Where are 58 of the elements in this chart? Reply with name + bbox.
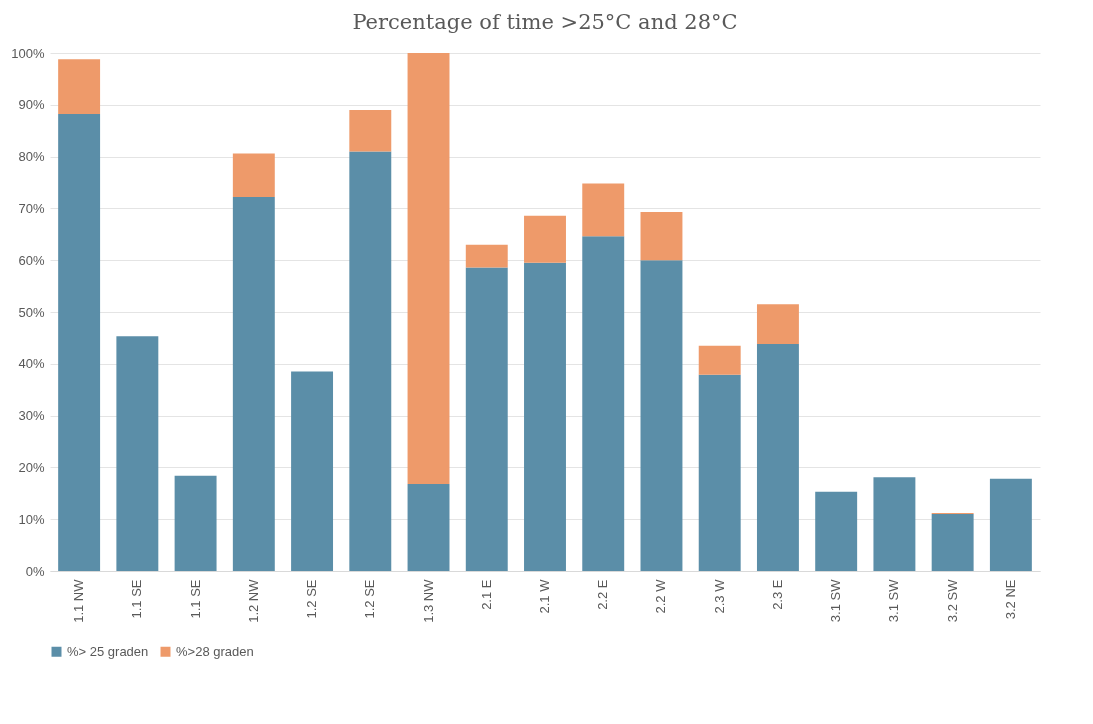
bar [174,475,217,571]
legend-label: %>28 graden [176,643,254,659]
bar [989,478,1032,571]
bar [524,215,566,263]
x-tick-label: 1.2 SE [304,579,320,619]
y-tick-label: 60% [18,252,45,268]
bar [873,477,916,571]
chart-title: Percentage of time >25°C and 28°C [352,10,738,34]
legend-label: %> 25 graden [67,643,149,659]
y-tick-label: 40% [18,356,45,372]
x-tick-label: 2.1 W [537,578,552,614]
bar [698,345,741,375]
bar [815,491,858,571]
y-tick-label: 20% [18,459,45,475]
bar [756,304,799,345]
bar [465,244,508,268]
bar [931,514,974,571]
x-tick-label: 3.2 NE [1002,579,1018,620]
bar [407,53,450,484]
bar [698,374,741,571]
bar [232,153,275,197]
x-tick-label: 2.3 W [711,578,727,614]
x-tick-label: 3.1 SW [828,578,844,623]
bar [582,183,625,237]
y-tick-label: 50% [18,304,45,320]
x-tick-label: 2.1 E [478,579,494,610]
x-tick-label: 1.1 NW [71,578,87,623]
y-tick-label: 100% [11,45,45,61]
y-tick-label: 80% [18,149,45,165]
x-tick-label: 3.2 SW [944,578,960,623]
bar [582,236,625,571]
x-tick-label: 1.2 NW [245,578,261,623]
bar [465,267,508,571]
bar [232,197,275,571]
y-tick-label: 70% [18,200,45,216]
x-tick-label: 2.2 W [653,578,669,614]
bar [640,212,683,261]
bar [349,109,392,152]
x-tick-label: 1.3 NW [420,578,436,623]
bar [116,336,159,571]
y-tick-label: 90% [18,97,45,113]
bar [58,114,101,571]
bar [291,371,334,571]
bar [756,344,799,571]
bar [640,260,683,571]
bar [407,483,450,571]
y-tick-label: 30% [18,408,45,424]
bar [349,151,392,571]
y-tick-label: 10% [18,511,45,527]
y-tick-label: 0% [25,563,45,579]
x-tick-label: 2.3 E [769,579,785,610]
bar [58,59,101,115]
x-tick-label: 2.2 E [595,579,611,610]
x-tick-label: 1.1 SE [187,579,203,619]
bar [524,262,566,571]
x-tick-label: 1.2 SE [362,579,378,619]
x-tick-label: 3.1 SW [886,578,902,623]
x-tick-label: 1.1 SE [129,579,145,619]
